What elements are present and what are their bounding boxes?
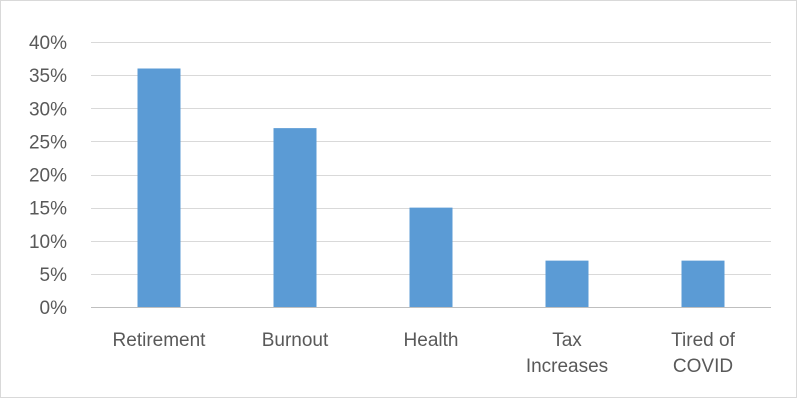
x-tick-label: Burnout [262, 330, 329, 351]
bar [273, 128, 317, 307]
x-tick-label: Tired of COVID [671, 330, 735, 377]
x-axis-category-labels: Retirement Burnout Health Tax Increases Tired… [113, 330, 736, 377]
y-tick-label: 10% [29, 232, 67, 253]
x-tick-label: Retirement [113, 330, 207, 351]
y-tick-label: 30% [29, 99, 67, 120]
y-tick-label: 5% [40, 265, 68, 286]
y-tick-label: 25% [29, 132, 67, 153]
y-axis-tick-labels: 0% 5% 10% 15% 20% 25% 30% 35% 40% [29, 33, 67, 319]
x-tick-label: Health [404, 330, 459, 351]
y-tick-label: 0% [40, 298, 68, 319]
y-tick-label: 20% [29, 166, 67, 187]
y-tick-label: 40% [29, 33, 67, 54]
y-tick-label: 35% [29, 66, 67, 87]
bar [681, 260, 725, 307]
y-tick-label: 15% [29, 199, 67, 220]
bar [409, 207, 453, 307]
bars [137, 68, 725, 307]
bar [137, 68, 181, 307]
x-tick-label: Tax Increases [526, 330, 608, 377]
bar [545, 260, 589, 307]
